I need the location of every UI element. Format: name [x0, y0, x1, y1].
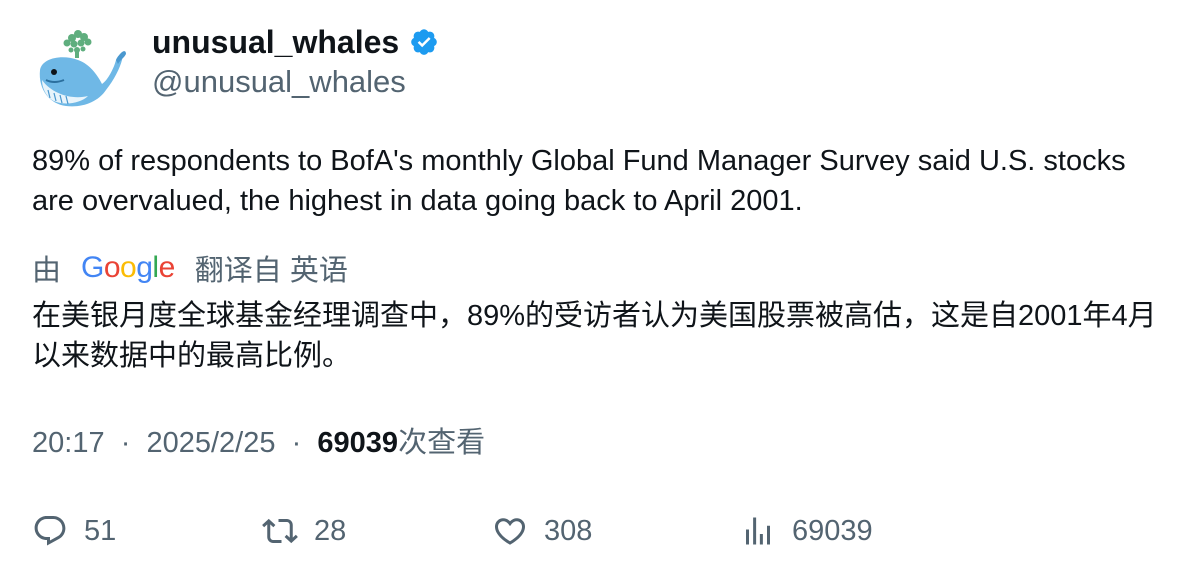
heart-icon: [494, 518, 526, 545]
translated-from-label: 翻译自 英语: [194, 255, 348, 287]
retweet-count: 28: [314, 514, 347, 547]
retweet-button[interactable]: 28: [262, 511, 346, 551]
tweet-time[interactable]: 20:17: [32, 427, 105, 459]
avatar[interactable]: [32, 24, 128, 114]
meta-separator-2: ·: [283, 427, 310, 459]
reply-icon: [34, 516, 66, 546]
translated-text: 在美银月度全球基金经理调查中，89%的受访者认为美国股票被高估，这是自2001年…: [32, 300, 1157, 372]
like-button[interactable]: 308: [492, 511, 592, 551]
views-label: 次查看: [398, 427, 486, 459]
verified-badge-icon[interactable]: [409, 27, 439, 57]
tweet-text: 89% of respondents to BofA's monthly Glo…: [32, 145, 1126, 217]
views-count: 69039: [317, 427, 399, 459]
tweet-meta: 20:17 · 2025/2/25 · 69039次查看: [32, 423, 485, 463]
reply-count: 51: [84, 514, 117, 547]
translation-by-label: 由: [32, 255, 62, 287]
translation-attribution: 由 Google 翻译自 英语: [32, 248, 348, 288]
meta-separator: ·: [112, 427, 139, 459]
views-action-count: 69039: [792, 514, 873, 547]
tweet-date[interactable]: 2025/2/25: [146, 427, 276, 459]
analytics-icon: [746, 517, 770, 545]
display-name[interactable]: unusual_whales: [152, 24, 400, 60]
author-handle[interactable]: @unusual_whales: [152, 64, 406, 99]
google-logo-icon: Google: [81, 251, 175, 284]
whale-logo-icon: [39, 30, 126, 107]
like-count: 308: [544, 514, 593, 547]
reply-button[interactable]: 51: [32, 511, 116, 551]
views-button[interactable]: 69039: [740, 511, 873, 551]
retweet-icon: [262, 518, 298, 544]
author-name-row: unusual_whales: [152, 22, 439, 62]
